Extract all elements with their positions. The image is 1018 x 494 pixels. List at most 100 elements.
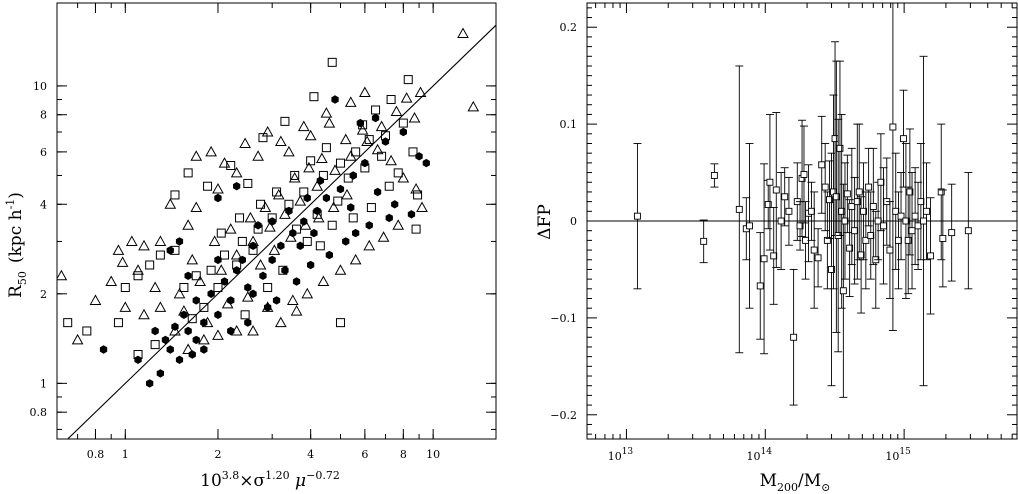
data-point-triangle	[138, 239, 150, 251]
data-point-hexagon	[249, 289, 257, 298]
data-point-square	[258, 133, 268, 143]
data-point-square	[403, 75, 413, 85]
data-point-hexagon	[233, 182, 241, 191]
data-point-triangle	[259, 201, 272, 213]
data-point-square	[823, 236, 831, 244]
data-point-hexagon	[161, 335, 170, 345]
data-point-triangle	[299, 219, 312, 230]
data-point-square	[120, 283, 130, 293]
data-point-hexagon	[166, 345, 174, 354]
data-point-triangle	[247, 324, 259, 336]
y-tick-label: 6	[40, 146, 47, 159]
x-tick-label: 0.8	[87, 448, 105, 461]
data-point-square	[243, 178, 253, 188]
left-x-axis-ticks: 0.8 1 2 4 6 8 10	[56, 3, 440, 461]
data-point-square	[335, 158, 345, 168]
data-point-hexagon	[391, 200, 399, 209]
data-point-hexagon	[134, 355, 142, 364]
data-point-hexagon	[244, 318, 252, 327]
data-point-square	[826, 196, 833, 204]
data-point-triangle	[247, 235, 259, 246]
data-point-square	[777, 217, 785, 225]
data-point-square	[877, 178, 885, 186]
data-point-triangle	[274, 316, 287, 328]
data-point-square	[360, 163, 370, 173]
data-point-triangle	[149, 281, 161, 293]
data-point-triangle	[416, 201, 428, 213]
data-point-triangle	[320, 107, 333, 118]
data-point-square	[832, 193, 840, 201]
data-point-triangle	[178, 305, 190, 316]
data-point-triangle	[89, 294, 102, 305]
data-point-square	[133, 350, 143, 360]
left-plot-frame	[56, 2, 497, 440]
data-point-square	[911, 212, 919, 220]
data-point-square	[853, 198, 861, 206]
data-point-square	[113, 318, 123, 328]
data-point-square	[63, 318, 73, 328]
data-point-square	[232, 260, 242, 270]
data-point-square	[398, 118, 408, 128]
data-point-hexagon	[192, 296, 200, 305]
data-point-triangle	[221, 297, 234, 309]
data-point-hexagon	[381, 137, 390, 146]
right-y-axis-ticks: −0.2 −0.1 0 0.1 0.2	[550, 7, 1017, 435]
data-point-square	[213, 283, 223, 293]
data-point-square	[393, 168, 403, 178]
data-point-square	[248, 245, 258, 255]
data-point-square	[384, 181, 394, 191]
x-tick-label: 1	[122, 448, 129, 461]
data-point-triangle	[154, 235, 167, 246]
x-tick-label: 10	[426, 448, 440, 461]
data-point-triangle	[112, 244, 125, 255]
data-point-square	[756, 282, 764, 290]
data-point-square	[880, 222, 887, 230]
data-point-square	[203, 181, 213, 191]
data-point-square	[348, 213, 358, 223]
data-point-triangle	[329, 164, 341, 175]
data-point-hexagon	[322, 193, 330, 203]
data-point-triangle	[201, 316, 214, 328]
data-point-triangle	[410, 183, 422, 194]
right-x-axis-label: M200/M⊙	[760, 471, 831, 494]
data-point-triangle	[261, 125, 274, 137]
data-point-square	[908, 227, 916, 235]
data-point-square	[839, 287, 847, 295]
data-point-square	[865, 183, 873, 191]
data-point-hexagon	[188, 350, 196, 359]
data-point-triangle	[390, 105, 403, 117]
data-point-hexagon	[214, 310, 222, 319]
data-point-hexagon	[277, 241, 285, 250]
data-point-square	[927, 252, 935, 260]
data-point-square	[836, 144, 844, 152]
x-tick-label: 2	[214, 448, 221, 461]
data-point-hexagon	[365, 221, 373, 230]
data-point-triangle	[182, 219, 194, 230]
data-point-triangle	[385, 154, 397, 166]
data-point-triangle	[272, 188, 285, 200]
data-point-square	[843, 190, 851, 198]
data-point-square	[206, 265, 216, 275]
data-point-square	[145, 260, 155, 270]
data-point-triangle	[375, 120, 388, 132]
left-panel: 0.8 1 2 4 6 8 10 0.8 1 2 4 6 8 10 103.8×σ1.20 μ−0.72…	[4, 2, 497, 491]
data-point-hexagon	[220, 277, 229, 286]
data-point-square	[284, 199, 294, 209]
data-point-square	[920, 217, 928, 225]
data-point-square	[886, 246, 894, 254]
data-point-triangle	[414, 86, 427, 98]
data-point-hexagon	[184, 271, 192, 280]
data-point-triangle	[71, 333, 84, 345]
data-point-square	[800, 171, 808, 178]
data-point-square	[302, 236, 312, 246]
data-point-hexagon	[238, 255, 246, 265]
data-point-square	[170, 190, 180, 200]
data-point-square	[964, 227, 972, 235]
y-tick-label: 0.8	[30, 406, 48, 419]
data-point-hexagon	[184, 326, 192, 336]
data-point-triangle	[230, 166, 243, 178]
data-point-triangle	[190, 201, 203, 213]
data-point-triangle	[138, 308, 150, 320]
left-x-axis-label: 103.8×σ1.20 μ−0.72	[200, 469, 340, 491]
